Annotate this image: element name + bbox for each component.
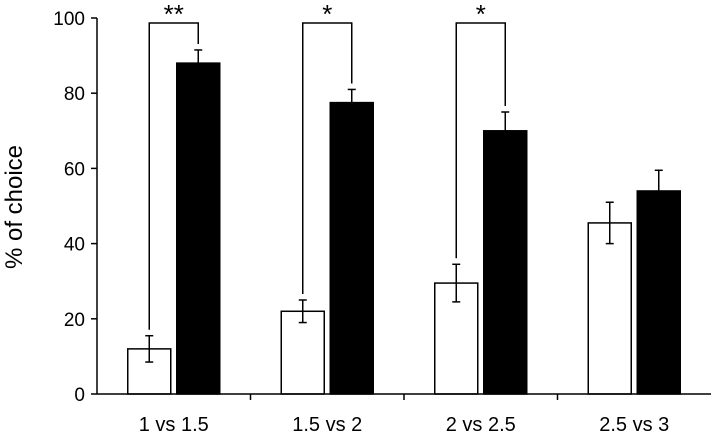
- x-category-label: 2.5 vs 3: [599, 414, 669, 436]
- x-axis-categories: 1 vs 1.5 1.5 vs 2 2 vs 2.5 2.5 vs 3: [139, 394, 669, 436]
- significance-bracket: [302, 22, 353, 294]
- bar-series2-2: [329, 101, 374, 395]
- x-category-label: 2 vs 2.5: [446, 414, 516, 436]
- x-category-label: 1 vs 1.5: [139, 414, 209, 436]
- y-tick-label: 100: [53, 9, 85, 30]
- y-tick-label: 20: [64, 310, 85, 331]
- significance-marker: **: [164, 0, 184, 29]
- significance-bracket: [455, 22, 506, 259]
- bar-series2-4: [636, 190, 681, 395]
- y-tick-label: 0: [74, 385, 85, 406]
- y-tick-label: 40: [64, 235, 85, 256]
- y-tick-label: 80: [64, 84, 85, 105]
- bar-series1-2: [280, 310, 325, 395]
- bar-series2-3: [483, 130, 528, 395]
- bar-series1-4: [587, 222, 632, 395]
- significance-marker: *: [476, 0, 486, 29]
- y-axis-label: % of choice: [1, 145, 28, 269]
- significance-brackets: ** * *: [148, 0, 506, 330]
- y-tick-label: 60: [64, 159, 85, 180]
- bars: [127, 62, 681, 395]
- error-bars: [145, 49, 663, 363]
- significance-bracket: [148, 22, 199, 330]
- bar-series2-1: [176, 62, 221, 395]
- x-category-label: 1.5 vs 2: [292, 414, 362, 436]
- y-axis-ticks: 0 20 40 60 80 100: [53, 9, 97, 406]
- significance-marker: *: [322, 0, 332, 29]
